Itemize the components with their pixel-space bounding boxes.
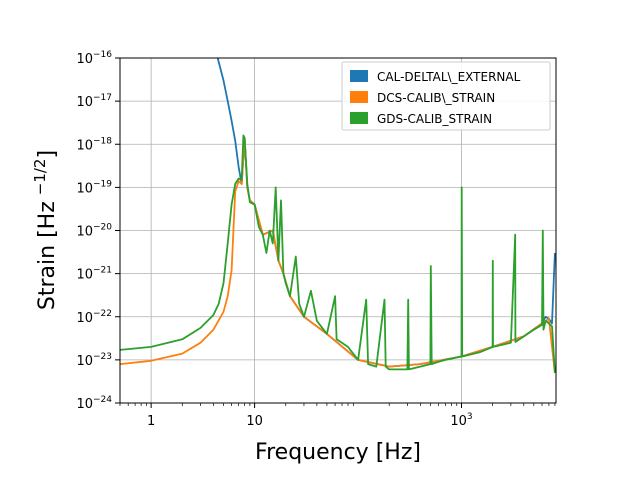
legend-box xyxy=(341,61,551,131)
legend-label: DCS-CALIB\_STRAIN xyxy=(377,91,495,105)
legend-swatch xyxy=(350,112,368,124)
legend-label: CAL-DELTAL\_EXTERNAL xyxy=(377,70,521,84)
y-tick-label: 10−23 xyxy=(76,352,112,369)
y-tick-label: 10−22 xyxy=(76,309,112,326)
y-tick-labels: 10−24 10−23 10−22 10−21 10−20 10−19 10−18 10−17… xyxy=(76,50,112,412)
x-axis-label: Frequency [Hz] xyxy=(255,440,421,465)
y-tick-label: 10−20 xyxy=(76,223,112,240)
x-tick-labels: 1 10 103 xyxy=(147,412,473,429)
legend-label: GDS-CALIB_STRAIN xyxy=(377,112,492,126)
legend: CAL-DELTAL\_EXTERNAL DCS-CALIB\_STRAIN GDS… xyxy=(341,61,551,131)
y-tick-label: 10−18 xyxy=(76,136,112,153)
y-axis-label: Strain [Hz−1/2] xyxy=(31,150,60,310)
series-line-3 xyxy=(120,134,556,373)
axis-ticks xyxy=(115,57,556,408)
y-tick-label: 10−16 xyxy=(76,50,112,67)
series-group xyxy=(120,58,556,373)
y-tick-label: 10−17 xyxy=(76,93,112,110)
x-tick-label: 10 xyxy=(246,414,263,429)
y-tick-label: 10−21 xyxy=(76,266,112,283)
legend-swatch xyxy=(350,91,368,103)
x-tick-label: 1 xyxy=(147,414,155,429)
y-tick-label: 10−19 xyxy=(76,179,112,196)
y-tick-label: 10−24 xyxy=(76,395,112,412)
x-tick-label: 103 xyxy=(450,412,472,429)
legend-swatch xyxy=(350,70,368,82)
